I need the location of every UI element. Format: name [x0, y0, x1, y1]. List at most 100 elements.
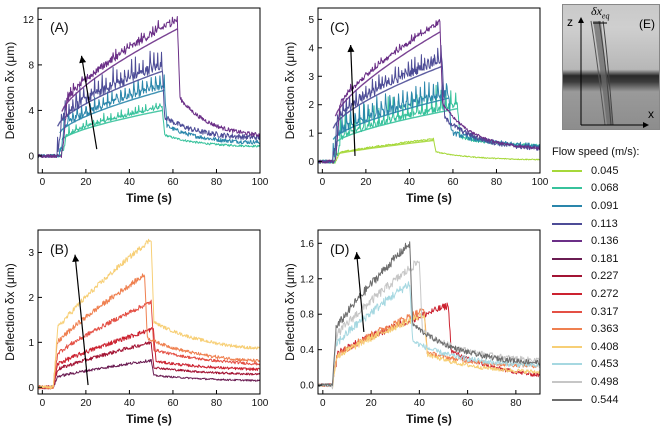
x-tick-label: 40 [404, 177, 416, 188]
x-tick-label: 100 [532, 177, 549, 188]
x-tick-label: 0 [40, 177, 46, 188]
series-fit-0.045 [335, 139, 434, 155]
x-axis-label: Time (s) [406, 191, 452, 205]
legend-label: 0.363 [591, 323, 619, 336]
chart-panel-b: 0 20 40 60 80 100 0 1 2 3 Time (s) Deflection δx (μ… [3, 229, 269, 426]
x-tick-label: 20 [80, 398, 92, 409]
y-tick-label: 5 [308, 15, 314, 26]
trend-arrow-head [347, 45, 355, 53]
series-line-0.136 [38, 16, 260, 158]
legend-label: 0.136 [591, 235, 619, 248]
legend-row: 0.317 [552, 303, 658, 321]
fiber-bundle-shape [593, 21, 613, 125]
legend-label: 0.272 [591, 287, 619, 300]
legend-label: 0.498 [591, 375, 619, 388]
legend-swatch [552, 380, 582, 383]
series-fit-0.136 [61, 28, 178, 112]
legend-label: 0.227 [591, 270, 619, 283]
legend-swatch [552, 398, 582, 401]
chart-panel-c: 0 20 40 60 80 100 0 1 2 3 4 5 Time (s) Deflection δx … [283, 7, 549, 205]
trend-arrow-shaft [74, 254, 89, 386]
y-tick-label: 0 [28, 383, 34, 394]
panel-label: (C) [330, 19, 349, 35]
trend-arrow-head [72, 254, 80, 262]
y-tick-label: 1 [28, 338, 34, 349]
legend-row: 0.181 [552, 250, 658, 268]
plot-frame [317, 229, 541, 395]
series-fit-0.068 [334, 108, 458, 144]
y-tick-label: 12 [23, 15, 35, 26]
legend-swatch [552, 222, 582, 225]
legend-label: 0.113 [591, 217, 618, 230]
series-line-0.453 [318, 281, 540, 388]
y-tick-label: 3 [308, 72, 314, 83]
inset-panel-label: (E) [639, 17, 655, 31]
x-tick-label: 20 [80, 177, 92, 188]
y-tick-label: 0.8 [300, 310, 314, 321]
fiber-line [598, 20, 612, 126]
plot-frame [37, 7, 261, 174]
legend-row: 0.045 [552, 162, 658, 180]
legend-swatch [552, 257, 582, 260]
legend-label: 0.068 [591, 182, 619, 195]
y-tick-label: 0.0 [300, 381, 314, 392]
series-line-0.227 [38, 341, 260, 390]
legend-swatch [552, 240, 582, 243]
x-tick-label: 40 [414, 398, 426, 409]
legend-row: 0.227 [552, 268, 658, 286]
legend-swatch [552, 363, 582, 366]
legend-row: 0.453 [552, 356, 658, 374]
series-fit-0.091 [332, 97, 449, 140]
series-line-0.272 [38, 327, 260, 390]
y-axis-label: Deflection δx (μm) [283, 263, 297, 361]
series-line-0.091 [318, 81, 540, 164]
z-arrowhead [578, 17, 584, 23]
x-arrowhead [643, 122, 649, 128]
series-group [38, 16, 260, 158]
x-tick-label: 80 [491, 177, 503, 188]
series-line-0.363 [38, 273, 260, 390]
legend-swatch [552, 187, 582, 190]
x-tick-label: 60 [462, 398, 474, 409]
series-line-0.498 [318, 260, 540, 390]
panel-label: (B) [50, 241, 69, 257]
series-group [38, 238, 260, 390]
y-axis-label: Deflection δx (μm) [283, 42, 297, 140]
legend-label: 0.181 [591, 252, 619, 265]
series-line-0.317 [38, 299, 260, 390]
series-line-0.113 [38, 50, 260, 158]
inset-image-e: (E) x z δxeq [562, 4, 660, 130]
x-tick-label: 80 [211, 177, 223, 188]
chart-panel-d: 0 20 40 60 80 0.0 0.4 0.8 1.2 1.6 Time (s) Deflecti… [283, 229, 541, 426]
trend-arrow-shaft [350, 44, 356, 156]
x-tick-label: 40 [124, 177, 136, 188]
y-tick-label: 0.4 [300, 345, 314, 356]
panel-label: (D) [330, 241, 349, 257]
legend-swatch [552, 328, 582, 331]
series-fit-0.091 [59, 89, 165, 134]
x-tick-label: 20 [366, 398, 378, 409]
inset-dx-symbol: δx [591, 4, 602, 18]
series-group [318, 19, 540, 164]
legend-row: 0.113 [552, 215, 658, 233]
inset-z-label: z [567, 15, 573, 29]
series-line-0.068 [38, 102, 260, 158]
legend: Flow speed (m/s): 0.045 0.068 0.091 0.113 0.… [552, 146, 658, 408]
x-tick-label: 60 [447, 177, 459, 188]
legend-rows: 0.045 0.068 0.091 0.113 0.136 0.181 0.227 0.272… [552, 162, 658, 408]
y-tick-label: 8 [28, 60, 34, 71]
fiber-line [602, 20, 614, 126]
series-fit-0.068 [61, 109, 163, 141]
inset-dx-subscript: eq [601, 11, 610, 21]
legend-row: 0.408 [552, 338, 658, 356]
legend-label: 0.317 [591, 305, 619, 318]
legend-row: 0.136 [552, 232, 658, 250]
legend-label: 0.091 [591, 199, 619, 212]
x-tick-label: 0 [40, 398, 46, 409]
y-tick-label: 3 [28, 248, 34, 259]
series-line-0.544 [318, 241, 540, 387]
y-axis-label: Deflection δx (μm) [3, 42, 17, 140]
x-tick-label: 60 [167, 177, 179, 188]
inset-fiber-sketch [578, 17, 649, 128]
